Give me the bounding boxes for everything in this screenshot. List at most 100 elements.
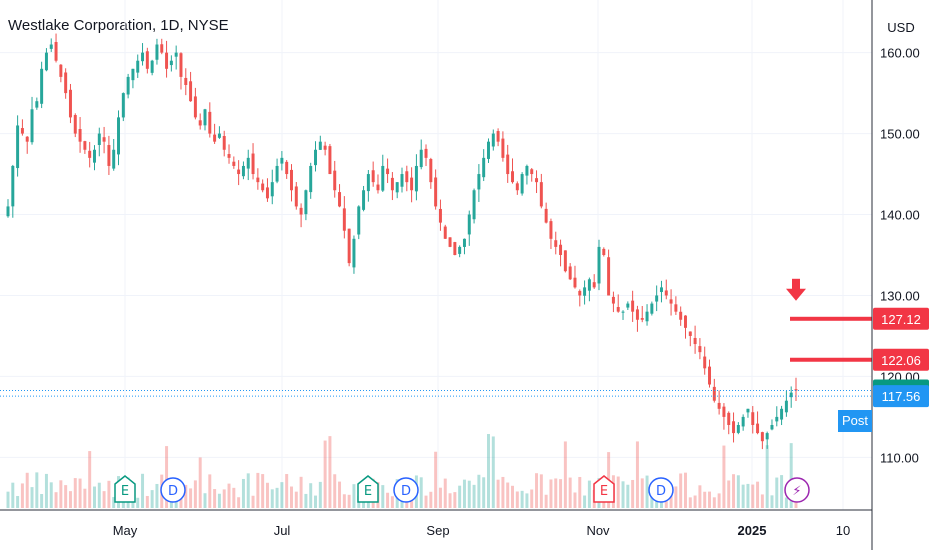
volume-bar [765, 445, 769, 508]
candle-body [88, 150, 92, 158]
volume-bar [467, 480, 471, 508]
volume-bar [568, 477, 572, 508]
volume-bar [390, 496, 394, 508]
candle-body [107, 145, 111, 166]
volume-bar [621, 481, 625, 508]
candle-body [732, 421, 736, 434]
candle-body [708, 366, 712, 385]
candle-body [309, 165, 313, 193]
volume-bar [261, 474, 265, 508]
x-tick-label: Sep [426, 523, 449, 538]
volume-bar [722, 445, 726, 508]
volume-bar [462, 479, 466, 508]
volume-bar [203, 493, 207, 508]
candle-body [328, 146, 332, 175]
candle-body [554, 240, 558, 247]
volume-bar [780, 475, 784, 508]
candle-body [674, 304, 678, 312]
candle-body [35, 101, 39, 108]
candle-body [237, 169, 241, 175]
candle-body [746, 408, 750, 413]
volume-bar [491, 436, 495, 508]
volume-bar [20, 483, 24, 508]
currency-label[interactable]: USD [887, 20, 915, 35]
event-marker-earnings[interactable]: E [357, 475, 379, 503]
volume-bar [193, 480, 197, 508]
event-marker-dividend[interactable]: D [648, 477, 674, 503]
candle-body [501, 138, 505, 158]
candle-body [448, 237, 452, 247]
volume-bar [645, 475, 649, 508]
candle-body [640, 318, 644, 320]
volume-bar [213, 489, 217, 508]
earnings-icon [357, 475, 379, 503]
volume-bar [49, 482, 53, 508]
volume-bar [227, 483, 231, 508]
volume-bar [683, 472, 687, 508]
event-label: D [168, 484, 178, 499]
volume-bar [83, 488, 87, 508]
event-label: D [656, 484, 666, 499]
volume-bar [458, 485, 462, 508]
event-marker-earnings[interactable]: E [593, 475, 615, 503]
volume-bar [486, 434, 490, 508]
volume-bar [573, 492, 577, 508]
candle-body [193, 96, 197, 118]
candle-body [669, 299, 673, 304]
candle-body [11, 165, 15, 207]
event-marker-dividend[interactable]: D [160, 477, 186, 503]
volume-bar [150, 490, 154, 508]
volume-bar [59, 480, 63, 508]
volume-bar [338, 481, 342, 508]
event-marker-earnings[interactable]: E [114, 475, 136, 503]
event-marker-dividend[interactable]: D [393, 477, 419, 503]
volume-bar [189, 488, 193, 508]
candle-body [400, 174, 404, 187]
candle-body [174, 52, 178, 57]
volume-bar [184, 484, 188, 508]
candle-body [688, 331, 692, 336]
volume-bar [732, 474, 736, 508]
candle-body [251, 153, 255, 175]
volume-bar [525, 493, 529, 508]
candle-body [141, 52, 145, 62]
volume-bar [775, 477, 779, 508]
volume-bar [386, 492, 390, 508]
candle-body [371, 170, 375, 183]
candle-body [179, 53, 183, 77]
volume-bar [554, 478, 558, 508]
candle-body [30, 109, 34, 143]
volume-bar [309, 483, 313, 508]
candle-body [102, 137, 106, 142]
candle-body [751, 412, 755, 425]
volume-bar [265, 482, 269, 508]
arrow-head [786, 288, 806, 301]
post-price-tag: 117.56 [873, 385, 929, 408]
volume-bar [16, 496, 20, 508]
candle-body [213, 134, 217, 142]
candle-body [44, 52, 48, 71]
candle-body [189, 81, 193, 102]
y-tick-label: 150.00 [880, 127, 920, 142]
candle-body [482, 157, 486, 178]
candle-body [458, 246, 462, 254]
level-upper-tag: 127.12 [873, 307, 929, 330]
event-marker-split[interactable]: ⚡ [784, 477, 810, 503]
candle-body [376, 184, 380, 191]
candle-body [472, 190, 476, 220]
volume-bar [198, 457, 202, 508]
level-lower-tag-bg [873, 348, 929, 371]
candle-body [270, 182, 274, 197]
candle-body [198, 120, 202, 126]
post-market-label: Post [838, 410, 873, 432]
x-tick-label: 2025 [738, 523, 767, 538]
volume-bar [241, 478, 245, 508]
y-tick-label: 110.00 [880, 450, 919, 465]
candle-body [299, 207, 303, 215]
candle-body [203, 109, 207, 126]
volume-bar [88, 451, 92, 508]
candle-body [703, 356, 707, 369]
candle-body [434, 177, 438, 207]
